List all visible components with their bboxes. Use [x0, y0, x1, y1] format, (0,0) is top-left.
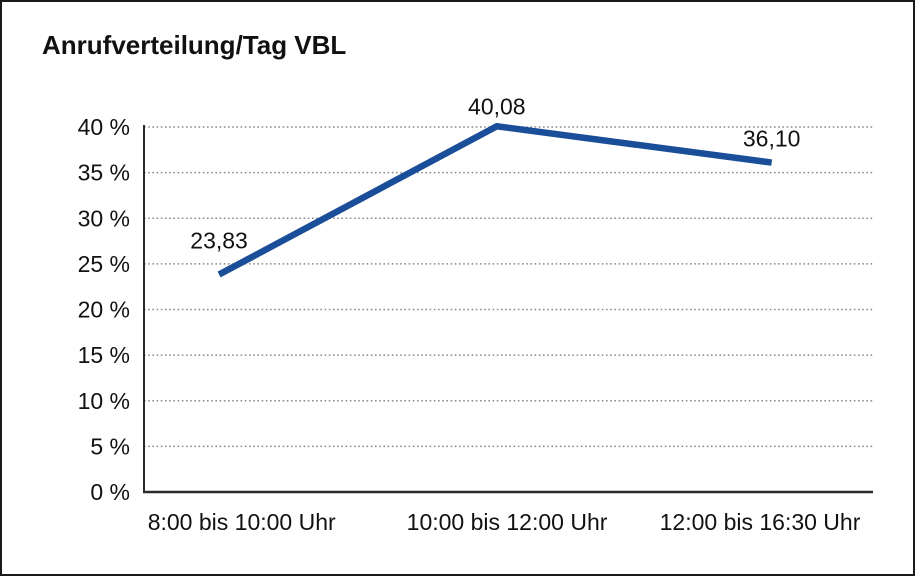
- data-line: [217, 122, 773, 278]
- y-tick-label: 0 %: [90, 479, 130, 505]
- data-point-label: 36,10: [743, 126, 801, 152]
- y-tick-label: 35 %: [78, 160, 130, 186]
- x-category-label: 12:00 bis 16:30 Uhr: [660, 509, 861, 535]
- chart-title: Anrufverteilung/Tag VBL: [42, 30, 347, 60]
- data-point-label: 23,83: [190, 228, 248, 254]
- x-category-label: 10:00 bis 12:00 Uhr: [407, 509, 608, 535]
- y-tick-label: 20 %: [78, 297, 130, 323]
- y-tick-label: 5 %: [90, 433, 130, 459]
- y-tick-label: 10 %: [78, 388, 130, 414]
- data-point-label: 40,08: [468, 93, 526, 119]
- y-tick-label: 25 %: [78, 251, 130, 277]
- y-tick-label: 40 %: [78, 114, 130, 140]
- y-tick-label: 15 %: [78, 342, 130, 368]
- y-tick-label: 30 %: [78, 205, 130, 231]
- x-category-label: 8:00 bis 10:00 Uhr: [148, 509, 336, 535]
